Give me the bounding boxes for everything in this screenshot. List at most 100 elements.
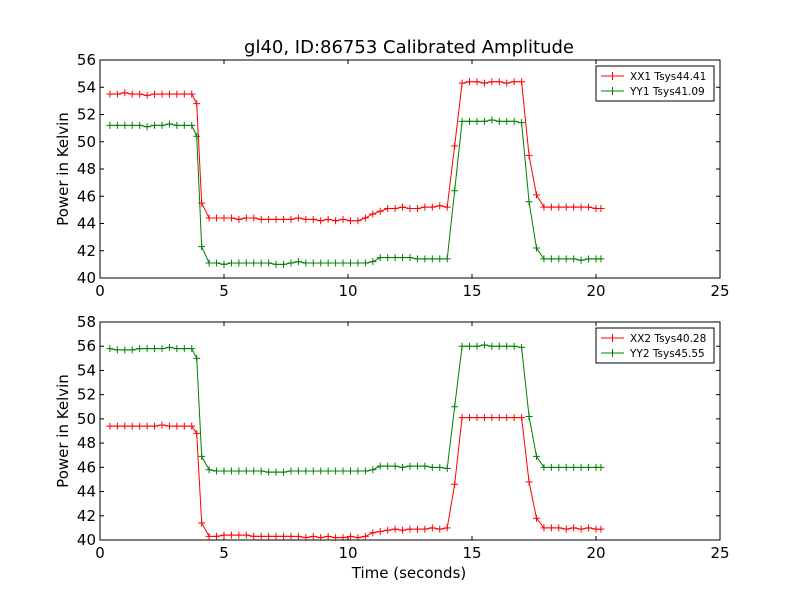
data-point-marker xyxy=(165,90,173,98)
data-point-marker xyxy=(198,243,206,251)
data-point-marker xyxy=(205,466,213,474)
data-point-marker xyxy=(406,525,414,533)
data-point-marker xyxy=(180,422,188,430)
x-tick-label: 10 xyxy=(338,282,357,300)
data-point-marker xyxy=(540,524,548,532)
legend: XX2 Tsys40.28 YY2 Tsys45.55 xyxy=(595,327,715,364)
data-point-marker xyxy=(339,215,347,223)
data-point-marker xyxy=(193,354,201,362)
data-point-marker xyxy=(121,89,129,97)
data-point-marker xyxy=(205,214,213,222)
data-point-marker xyxy=(317,467,325,475)
data-point-marker xyxy=(242,259,250,267)
data-point-marker xyxy=(399,463,407,471)
data-point-marker xyxy=(510,117,518,125)
data-point-marker xyxy=(413,462,421,470)
data-point-marker xyxy=(585,203,593,211)
data-point-marker xyxy=(180,345,188,353)
series-yy1 xyxy=(106,116,605,268)
data-point-marker xyxy=(384,205,392,213)
data-point-marker xyxy=(428,463,436,471)
data-point-marker xyxy=(480,79,488,87)
data-point-marker xyxy=(235,259,243,267)
data-point-marker xyxy=(250,532,258,540)
data-point-marker xyxy=(242,467,250,475)
y-tick-label: 56 xyxy=(77,337,96,355)
y-tick-label: 42 xyxy=(77,507,96,525)
subplot-top: 0 5 10 15 20 25 40 42 44 46 48 50 52 54 56 Power in Kel… xyxy=(54,51,730,300)
x-tick-label: 25 xyxy=(710,544,729,562)
plot-area-frame xyxy=(99,321,721,541)
data-point-marker xyxy=(354,467,362,475)
data-point-marker xyxy=(391,254,399,262)
data-point-marker xyxy=(294,532,302,540)
data-point-marker xyxy=(458,414,466,422)
data-point-marker xyxy=(121,346,129,354)
data-point-marker xyxy=(198,452,206,460)
data-point-marker xyxy=(451,187,459,195)
data-point-marker xyxy=(495,78,503,86)
data-point-marker xyxy=(547,524,555,532)
data-point-marker xyxy=(503,342,511,350)
y-tick-label: 44 xyxy=(77,215,96,233)
data-point-marker xyxy=(577,256,585,264)
subplot-bottom: 0 5 10 15 20 25 40 42 44 46 48 50 52 54 56 58 Power in K… xyxy=(54,313,730,562)
data-point-marker xyxy=(503,414,511,422)
data-point-marker xyxy=(257,259,265,267)
data-point-marker xyxy=(339,534,347,542)
x-tick-label: 15 xyxy=(462,282,481,300)
data-point-marker xyxy=(458,79,466,87)
data-point-marker xyxy=(324,467,332,475)
data-point-marker xyxy=(354,259,362,267)
data-point-marker xyxy=(317,534,325,542)
data-point-marker xyxy=(443,524,451,532)
data-point-marker xyxy=(577,525,585,533)
data-point-marker xyxy=(143,123,151,131)
data-point-marker xyxy=(585,463,593,471)
data-point-marker xyxy=(376,207,384,215)
data-point-marker xyxy=(143,91,151,99)
data-point-marker xyxy=(317,217,325,225)
data-point-marker xyxy=(332,467,340,475)
y-tick-label: 48 xyxy=(77,160,96,178)
data-point-marker xyxy=(585,255,593,263)
data-point-marker xyxy=(406,254,414,262)
y-tick-label: 56 xyxy=(77,51,96,69)
data-point-marker xyxy=(309,215,317,223)
x-tick-label: 15 xyxy=(462,544,481,562)
data-point-marker xyxy=(294,258,302,266)
y-tick-label: 44 xyxy=(77,483,96,501)
data-point-marker xyxy=(413,255,421,263)
data-point-marker xyxy=(332,217,340,225)
data-point-marker xyxy=(525,478,533,486)
legend-entry-label: XX1 Tsys44.41 xyxy=(630,71,706,83)
data-point-marker xyxy=(547,463,555,471)
data-point-marker xyxy=(309,467,317,475)
data-point-marker xyxy=(369,210,377,218)
y-axis-label: Power in Kelvin xyxy=(54,112,72,226)
x-tick-label: 10 xyxy=(338,544,357,562)
data-point-marker xyxy=(406,205,414,213)
data-point-marker xyxy=(525,412,533,420)
data-point-marker xyxy=(272,532,280,540)
data-point-marker xyxy=(488,78,496,86)
data-point-marker xyxy=(136,90,144,98)
data-point-marker xyxy=(113,90,121,98)
data-point-marker xyxy=(436,202,444,210)
y-tick-label: 50 xyxy=(77,410,96,428)
data-point-marker xyxy=(220,531,228,539)
data-point-marker xyxy=(250,467,258,475)
data-point-marker xyxy=(436,463,444,471)
data-point-marker xyxy=(143,345,151,353)
data-point-marker xyxy=(597,463,605,471)
data-point-marker xyxy=(173,345,181,353)
data-point-marker xyxy=(540,255,548,263)
data-point-marker xyxy=(235,215,243,223)
data-point-marker xyxy=(128,422,136,430)
legend-frame xyxy=(595,65,715,102)
legend-swatch-marker xyxy=(608,72,617,80)
data-point-marker xyxy=(480,117,488,125)
data-point-marker xyxy=(173,121,181,129)
data-point-marker xyxy=(466,342,474,350)
data-point-marker xyxy=(525,151,533,159)
